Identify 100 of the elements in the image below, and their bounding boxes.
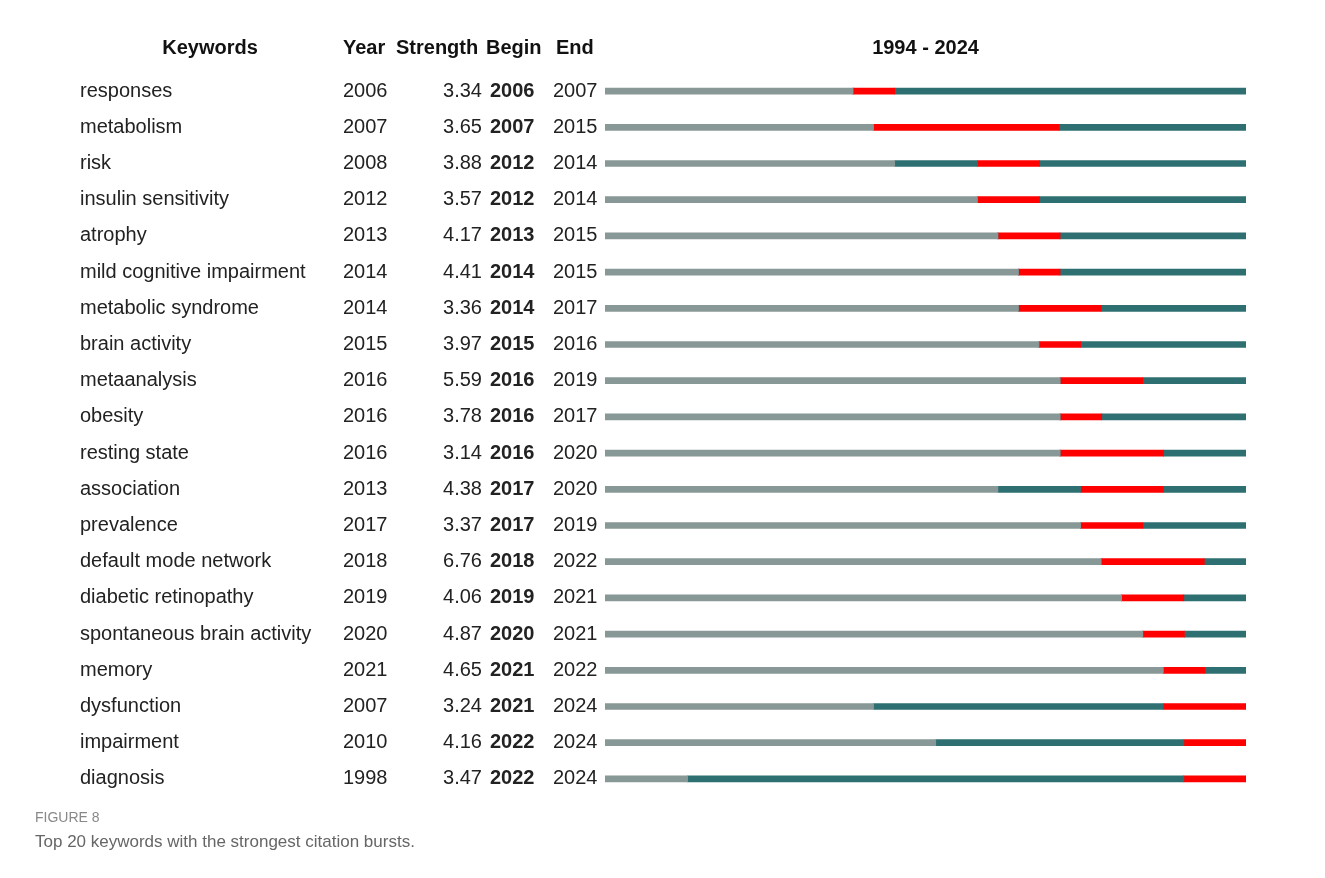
text: 2015 [490,332,535,355]
y-tick-label: brain activity [80,332,192,355]
y-tick-label: atrophy [80,223,147,246]
y-tick-label: prevalence [80,513,178,536]
text: 4.41 [443,259,482,282]
text: 4.16 [443,730,482,753]
caption: FIGURE 8 [35,808,100,825]
text: 2017 [490,513,535,536]
y-tick-label: resting state [80,440,189,463]
text: 2017 [490,476,535,499]
text: 2010 [343,730,388,753]
text: 2017 [553,404,598,427]
text: 2016 [490,404,535,427]
text: 2012 [490,187,535,210]
text: 4.17 [443,223,482,246]
text: 2022 [490,730,535,753]
text: 2016 [490,440,535,463]
text: 3.57 [443,187,482,210]
text: 2006 [343,78,388,101]
text: 2007 [490,114,535,137]
text: 5.59 [443,368,482,391]
text: 3.24 [443,694,482,717]
text: 2015 [553,259,598,282]
y-tick-label: association [80,476,181,499]
text: 2024 [553,766,598,789]
y-tick-label: default mode network [80,549,273,572]
text: 4.06 [443,585,482,608]
text: Top 20 keywords with the strongest citation bursts. [35,831,415,851]
text: 2024 [553,730,598,753]
text: 2014 [343,295,388,318]
text: 3.65 [443,114,482,137]
y-tick-label: metabolic syndrome [80,295,259,318]
text: 3.97 [443,332,482,355]
text: 2018 [343,549,388,572]
text: 2014 [553,187,598,210]
text: 4.65 [443,657,482,680]
text: 2014 [343,259,388,282]
text: 2012 [490,151,535,174]
y-tick-label: diabetic retinopathy [80,585,254,608]
text: 3.14 [443,440,482,463]
text: 2007 [343,694,388,717]
text: 2016 [343,368,388,391]
text: 1998 [343,766,388,789]
text: 2008 [343,151,388,174]
text: 2017 [553,295,598,318]
text: 2016 [490,368,535,391]
text: 2019 [343,585,388,608]
y-tick-label: insulin sensitivity [80,187,229,210]
text: 2013 [490,223,535,246]
text: 2014 [490,295,536,318]
y-tick-label: obesity [80,404,144,427]
text: 2014 [490,259,536,282]
y-axis-title: Keywords [162,35,258,58]
text: 6.76 [443,549,482,572]
y-tick-label: mild cognitive impairment [80,259,307,282]
text: 4.38 [443,476,482,499]
chart-title: 1994 - 2024 [872,35,980,58]
text: Begin [486,35,542,58]
y-tick-label: risk [80,151,113,174]
text: 2014 [553,151,598,174]
y-tick-label: memory [80,657,153,680]
text: 2017 [343,513,388,536]
text: 2021 [343,657,388,680]
text: 2021 [553,585,598,608]
text: 3.88 [443,151,482,174]
text: 2013 [343,476,388,499]
text: 2019 [553,368,598,391]
text: 2021 [553,621,598,644]
text: 3.34 [443,78,482,101]
text: 2019 [490,585,535,608]
text: 2016 [343,440,388,463]
text: 2024 [553,694,598,717]
text: 4.87 [443,621,482,644]
text: End [556,35,594,58]
y-tick-label: impairment [80,730,180,753]
y-tick-label: metaanalysis [80,368,197,391]
text: 2020 [490,621,535,644]
text: 2015 [553,114,598,137]
y-tick-label: responses [80,78,173,101]
text: 2021 [490,657,535,680]
text: 2020 [553,476,598,499]
text: 2022 [553,549,598,572]
text: 3.36 [443,295,482,318]
text: 2016 [343,404,388,427]
y-tick-label: dysfunction [80,694,182,717]
text: 2022 [553,657,598,680]
text: Year [343,35,386,58]
y-tick-label: diagnosis [80,766,165,789]
text: 2006 [490,78,535,101]
text: 3.78 [443,404,482,427]
text: 2022 [490,766,535,789]
text: 2013 [343,223,388,246]
text: 2020 [343,621,388,644]
text: 2018 [490,549,535,572]
text: 3.37 [443,513,482,536]
text: 2015 [343,332,388,355]
text: 2012 [343,187,388,210]
text: 2007 [553,78,598,101]
text: 2007 [343,114,388,137]
text: Strength [396,35,479,58]
